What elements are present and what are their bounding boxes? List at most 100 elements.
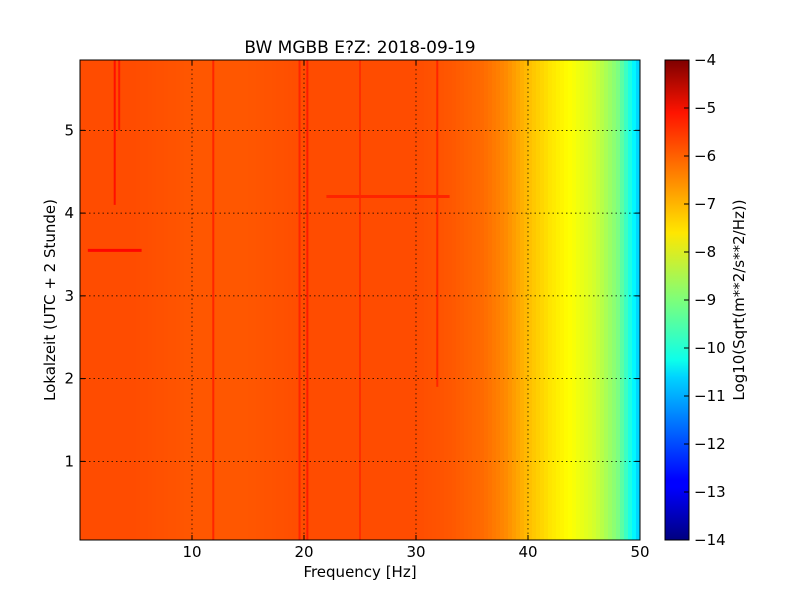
heatmap-column (388, 60, 393, 540)
heatmap-column (424, 60, 429, 540)
heatmap-column (108, 60, 113, 540)
heatmap-column (400, 60, 405, 540)
heatmap-column (316, 60, 321, 540)
heatmap-column (192, 60, 197, 540)
heatmap-column (120, 60, 125, 540)
x-tick-label: 20 (294, 543, 313, 561)
heatmap-column (416, 60, 421, 540)
heatmap-columns (80, 60, 640, 540)
heatmap-column (408, 60, 413, 540)
colorbar-tick-label: −9 (694, 291, 716, 309)
heatmap-column (428, 60, 433, 540)
heatmap-column (440, 60, 445, 540)
heatmap-column (184, 60, 189, 540)
heatmap-column (244, 60, 249, 540)
heatmap-column (392, 60, 397, 540)
heatmap-column (476, 60, 481, 540)
colorbar-tick-label: −7 (694, 195, 716, 213)
heatmap-column (112, 60, 117, 540)
heatmap-column (248, 60, 253, 540)
heatmap-column (344, 60, 349, 540)
x-tick-label: 30 (406, 543, 425, 561)
heatmap-column (328, 60, 333, 540)
colorbar-tick-label: −6 (694, 147, 716, 165)
colorbar-tick-label: −10 (694, 339, 726, 357)
heatmap-column (456, 60, 461, 540)
heatmap-column (544, 60, 549, 540)
heatmap-column (420, 60, 425, 540)
heatmap-column (504, 60, 509, 540)
heatmap-column (540, 60, 545, 540)
heatmap-column (412, 60, 417, 540)
heatmap-column (156, 60, 161, 540)
heatmap-column (448, 60, 453, 540)
heatmap-column (600, 60, 605, 540)
heatmap-column (220, 60, 225, 540)
colorbar-ticks: −4 −5 −6 −7 −8 −9 −10 −11 −12 −13 −14 (684, 51, 726, 549)
heatmap-column (240, 60, 245, 540)
heatmap-column (352, 60, 357, 540)
heatmap-column (80, 60, 85, 540)
y-tick-label: 1 (64, 452, 74, 470)
heatmap-column (212, 60, 217, 540)
heatmap-column (500, 60, 505, 540)
grid-lines (80, 60, 640, 540)
heatmap-column (460, 60, 465, 540)
heatmap-column (300, 60, 305, 540)
heatmap-column (304, 60, 309, 540)
heatmap-column (180, 60, 185, 540)
heatmap-features (87, 60, 450, 540)
heatmap-column (232, 60, 237, 540)
y-tick-label: 2 (64, 370, 74, 388)
colorbar-tick-label: −4 (694, 51, 716, 69)
heatmap-column (472, 60, 477, 540)
colorbar-tick-label: −8 (694, 243, 716, 261)
colorbar-label: Log10(Sqrt(m**2/s**2/Hz)) (730, 199, 748, 400)
heatmap-column (524, 60, 529, 540)
heatmap-column (140, 60, 145, 540)
heatmap-column (604, 60, 609, 540)
heatmap-column (488, 60, 493, 540)
heatmap-column (308, 60, 313, 540)
heatmap-column (632, 60, 637, 540)
heatmap-column (528, 60, 533, 540)
heatmap-column (616, 60, 621, 540)
heatmap-column (228, 60, 233, 540)
heatmap-column (620, 60, 625, 540)
heatmap-column (468, 60, 473, 540)
heatmap-column (452, 60, 457, 540)
heatmap-column (376, 60, 381, 540)
heatmap-column (152, 60, 157, 540)
heatmap-column (292, 60, 297, 540)
heatmap-column (396, 60, 401, 540)
heatmap-column (200, 60, 205, 540)
heatmap-column (164, 60, 169, 540)
heatmap-column (564, 60, 569, 540)
heatmap-column (216, 60, 221, 540)
heatmap-column (188, 60, 193, 540)
heatmap-column (88, 60, 93, 540)
heatmap-column (312, 60, 317, 540)
heatmap-column (508, 60, 513, 540)
heatmap-column (116, 60, 121, 540)
heatmap-column (296, 60, 301, 540)
heatmap-column (272, 60, 277, 540)
colorbar-tick-label: −11 (694, 387, 726, 405)
heatmap-column (552, 60, 557, 540)
heatmap-column (492, 60, 497, 540)
heatmap-column (516, 60, 521, 540)
heatmap-column (336, 60, 341, 540)
heatmap-column (372, 60, 377, 540)
heatmap-column (384, 60, 389, 540)
y-axis-ticks: 1 2 3 4 5 (64, 121, 640, 470)
heatmap-column (124, 60, 129, 540)
chart-title: BW MGBB E?Z: 2018-09-19 (244, 38, 475, 58)
heatmap-column (196, 60, 201, 540)
heatmap-column (520, 60, 525, 540)
plot-frame (79, 59, 641, 541)
heatmap-column (360, 60, 365, 540)
heatmap-column (84, 60, 89, 540)
heatmap-column (580, 60, 585, 540)
heatmap-column (592, 60, 597, 540)
heatmap-column (324, 60, 329, 540)
